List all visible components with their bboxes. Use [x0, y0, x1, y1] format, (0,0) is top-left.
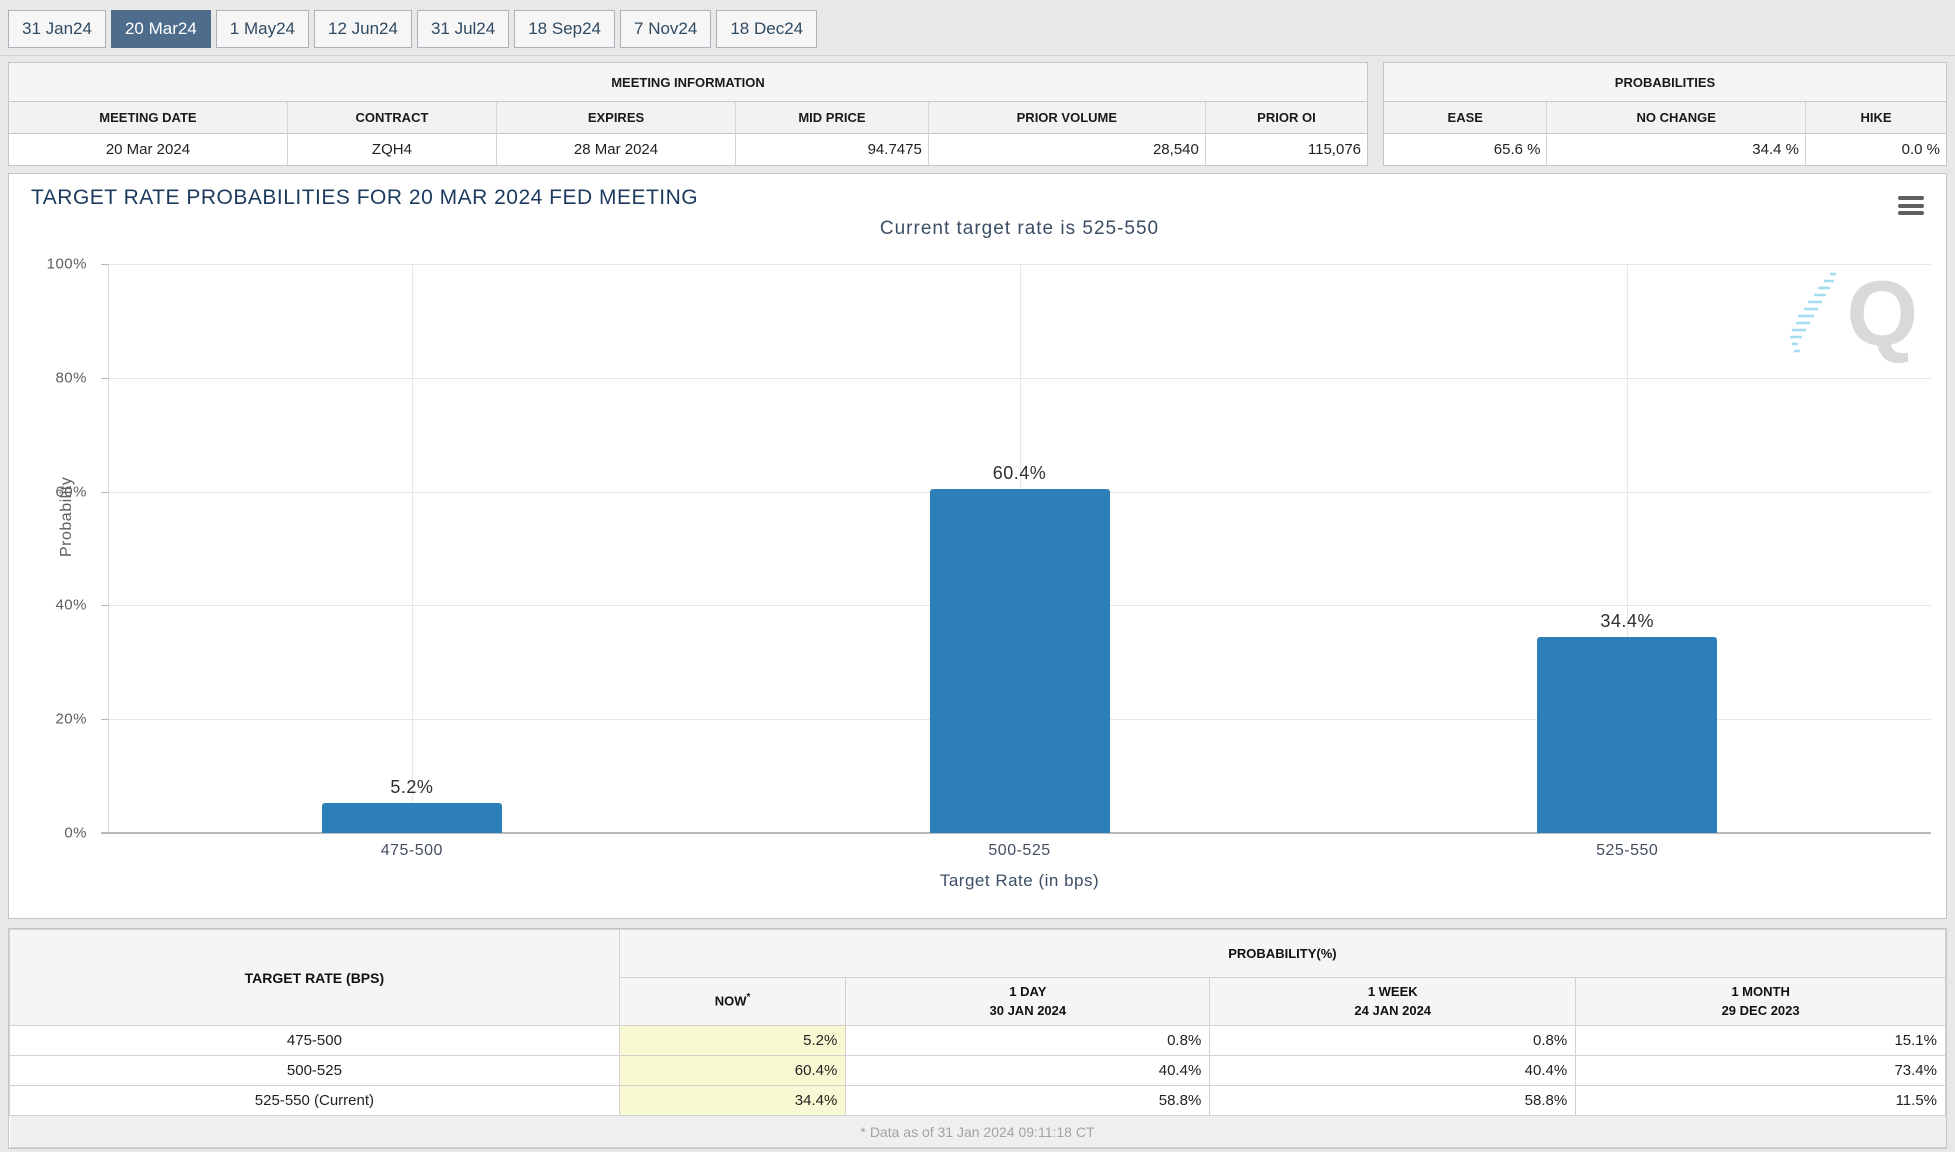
now-asterisk: *	[747, 992, 751, 1003]
ease-value: 65.6 %	[1384, 134, 1547, 166]
table-row: 500-525 60.4% 40.4% 40.4% 73.4%	[10, 1056, 1946, 1086]
tab-20-mar24[interactable]: 20 Mar24	[111, 10, 211, 48]
one-week-cell: 58.8%	[1210, 1086, 1576, 1116]
meeting-information-panel: MEETING INFORMATION MEETING DATE CONTRAC…	[8, 62, 1368, 166]
one-day-cell: 0.8%	[846, 1026, 1210, 1056]
x-category-475-500: 475-500	[108, 842, 716, 860]
now-cell: 5.2%	[619, 1026, 846, 1056]
meeting-information-values-row: 20 Mar 2024 ZQH4 28 Mar 2024 94.7475 28,…	[9, 134, 1367, 166]
now-cell: 60.4%	[619, 1056, 846, 1086]
chart-title: TARGET RATE PROBABILITIES FOR 20 MAR 202…	[31, 186, 698, 210]
probabilities-values-row: 65.6 % 34.4 % 0.0 %	[1384, 134, 1946, 166]
probabilities-title: PROBABILITIES	[1384, 63, 1946, 101]
col-mid-price: MID PRICE	[736, 102, 929, 134]
target-rate-bps-header: TARGET RATE (BPS)	[10, 930, 620, 1026]
contract-value: ZQH4	[287, 134, 496, 166]
probability-history-table: TARGET RATE (BPS) PROBABILITY(%) NOW* 1 …	[9, 929, 1946, 1148]
quikstrike-watermark-dashes	[1788, 270, 1846, 360]
col-contract: CONTRACT	[287, 102, 496, 134]
one-day-cell: 40.4%	[846, 1056, 1210, 1086]
tab-18-dec24[interactable]: 18 Dec24	[716, 10, 817, 48]
probability-history-section: TARGET RATE (BPS) PROBABILITY(%) NOW* 1 …	[8, 928, 1947, 1149]
col-no-change: NO CHANGE	[1547, 102, 1806, 134]
one-month-cell: 11.5%	[1576, 1086, 1946, 1116]
prior-volume-value: 28,540	[928, 134, 1205, 166]
tab-31-jan24[interactable]: 31 Jan24	[8, 10, 106, 48]
table-row: 475-500 5.2% 0.8% 0.8% 15.1%	[10, 1026, 1946, 1056]
tab-7-nov24[interactable]: 7 Nov24	[620, 10, 711, 48]
y-axis-labels: 100% 80% 60% 40% 20% 0%	[9, 264, 101, 833]
plot-area: 5.2% 60.4% 34.4%	[108, 264, 1931, 833]
x-axis-band: 475-500 500-525 525-550 Target Rate (in …	[108, 842, 1931, 891]
one-month-cell: 15.1%	[1576, 1026, 1946, 1056]
bar-value-label: 5.2%	[390, 777, 433, 798]
one-week-cell: 40.4%	[1210, 1056, 1576, 1086]
y-tick-100: 100%	[47, 256, 87, 273]
y-tick-80: 80%	[55, 369, 87, 386]
one-day-header: 1 DAY30 JAN 2024	[846, 978, 1210, 1026]
tab-12-jun24[interactable]: 12 Jun24	[314, 10, 412, 48]
prior-oi-value: 115,076	[1205, 134, 1367, 166]
target-rate-chart-panel: TARGET RATE PROBABILITIES FOR 20 MAR 202…	[8, 173, 1947, 919]
bar-column-500-525: 60.4%	[716, 264, 1324, 833]
table-row: 525-550 (Current) 34.4% 58.8% 58.8% 11.5…	[10, 1086, 1946, 1116]
col-meeting-date: MEETING DATE	[9, 102, 287, 134]
now-header: NOW*	[619, 978, 846, 1026]
meeting-date-value: 20 Mar 2024	[9, 134, 287, 166]
now-cell: 34.4%	[619, 1086, 846, 1116]
quikstrike-q-logo: Q	[1846, 271, 1918, 358]
one-month-cell: 73.4%	[1576, 1056, 1946, 1086]
rate-range-475-500: 475-500	[10, 1026, 620, 1056]
meeting-information-table: MEETING DATE CONTRACT EXPIRES MID PRICE …	[9, 101, 1367, 165]
rate-range-500-525: 500-525	[10, 1056, 620, 1086]
tab-1-may24[interactable]: 1 May24	[216, 10, 309, 48]
one-week-header: 1 WEEK24 JAN 2024	[1210, 978, 1576, 1026]
bar	[1537, 637, 1717, 833]
rate-range-525-550-current: 525-550 (Current)	[10, 1086, 620, 1116]
meeting-information-title: MEETING INFORMATION	[9, 63, 1367, 101]
y-tick-0: 0%	[64, 825, 87, 842]
one-week-cell: 0.8%	[1210, 1026, 1576, 1056]
one-month-header: 1 MONTH29 DEC 2023	[1576, 978, 1946, 1026]
tab-31-jul24[interactable]: 31 Jul24	[417, 10, 509, 48]
bar	[322, 803, 502, 833]
info-row: MEETING INFORMATION MEETING DATE CONTRAC…	[8, 62, 1947, 166]
col-hike: HIKE	[1805, 102, 1946, 134]
bar-value-label: 34.4%	[1600, 611, 1654, 632]
bar-column-475-500: 5.2%	[108, 264, 716, 833]
x-axis-title: Target Rate (in bps)	[108, 871, 1931, 891]
tab-18-sep24[interactable]: 18 Sep24	[514, 10, 615, 48]
col-ease: EASE	[1384, 102, 1547, 134]
hike-value: 0.0 %	[1805, 134, 1946, 166]
y-tick-40: 40%	[55, 597, 87, 614]
y-tick-60: 60%	[55, 483, 87, 500]
col-prior-volume: PRIOR VOLUME	[928, 102, 1205, 134]
data-as-of-footnote: * Data as of 31 Jan 2024 09:11:18 CT	[10, 1116, 1946, 1148]
meeting-date-tabbar: 31 Jan24 20 Mar24 1 May24 12 Jun24 31 Ju…	[0, 0, 1955, 56]
x-category-525-550: 525-550	[1323, 842, 1931, 860]
col-prior-oi: PRIOR OI	[1205, 102, 1367, 134]
y-tick-20: 20%	[55, 711, 87, 728]
bar	[930, 489, 1110, 833]
no-change-value: 34.4 %	[1547, 134, 1806, 166]
col-expires: EXPIRES	[497, 102, 736, 134]
one-day-cell: 58.8%	[846, 1086, 1210, 1116]
probabilities-table: EASE NO CHANGE HIKE 65.6 % 34.4 % 0.0 %	[1384, 101, 1946, 165]
hamburger-menu-icon[interactable]	[1898, 196, 1924, 215]
probabilities-panel: PROBABILITIES EASE NO CHANGE HIKE 65.6 %…	[1383, 62, 1947, 166]
x-category-500-525: 500-525	[716, 842, 1324, 860]
quikstrike-watermark: Q	[1788, 270, 1918, 360]
chart-subtitle: Current target rate is 525-550	[108, 218, 1931, 240]
vertical-gridline	[412, 264, 413, 833]
probability-group-header: PROBABILITY(%)	[619, 930, 1945, 978]
bar-value-label: 60.4%	[993, 463, 1047, 484]
expires-value: 28 Mar 2024	[497, 134, 736, 166]
mid-price-value: 94.7475	[736, 134, 929, 166]
